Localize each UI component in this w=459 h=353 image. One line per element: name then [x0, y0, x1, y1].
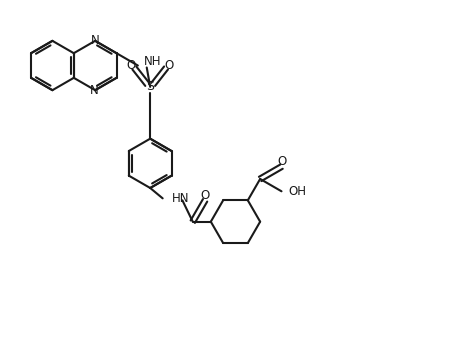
Text: O: O	[164, 59, 173, 72]
Text: N: N	[91, 34, 100, 47]
Text: O: O	[127, 59, 136, 72]
Text: O: O	[276, 155, 285, 168]
Text: S: S	[146, 80, 154, 94]
Text: O: O	[200, 189, 209, 202]
Text: N: N	[90, 84, 99, 97]
Text: OH: OH	[288, 185, 306, 198]
Text: NH: NH	[144, 55, 161, 68]
Text: HN: HN	[171, 192, 189, 205]
